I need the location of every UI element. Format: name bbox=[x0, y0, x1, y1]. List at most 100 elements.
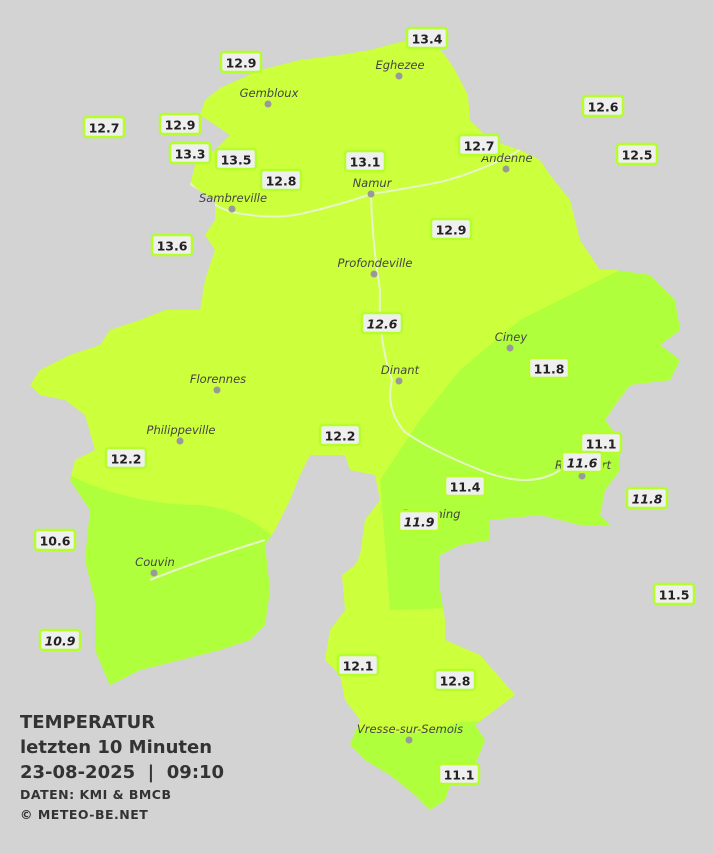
station-value: 10.6 bbox=[40, 534, 71, 549]
city-dot bbox=[264, 100, 272, 108]
station: 12.1 bbox=[336, 653, 380, 677]
station: 12.9 bbox=[429, 217, 473, 241]
city-dot bbox=[502, 165, 510, 173]
station: 11.1 bbox=[437, 762, 481, 786]
station-value: 12.7 bbox=[464, 139, 495, 154]
station-box bbox=[343, 149, 387, 173]
city-dot bbox=[395, 377, 403, 385]
station: 12.2 bbox=[104, 446, 148, 470]
station-value: 13.5 bbox=[221, 153, 252, 168]
station-value: 11.4 bbox=[450, 480, 481, 495]
city-dot bbox=[395, 72, 403, 80]
station-value: 12.8 bbox=[440, 674, 471, 689]
city-label: Couvin bbox=[135, 555, 175, 569]
station-value: 11.8 bbox=[534, 362, 565, 377]
station-value: 13.6 bbox=[157, 239, 188, 254]
city-label: Ciney bbox=[495, 330, 528, 344]
station: 12.5 bbox=[615, 142, 659, 166]
city-dot bbox=[176, 437, 184, 445]
station: 11.9 bbox=[397, 509, 441, 533]
station-value: 11.5 bbox=[659, 588, 690, 603]
station-value: 11.9 bbox=[404, 515, 435, 530]
city-dot bbox=[367, 190, 375, 198]
station-value: 11.8 bbox=[632, 492, 663, 507]
station: 12.6 bbox=[360, 311, 404, 335]
station-box bbox=[397, 509, 441, 533]
station-box bbox=[457, 133, 501, 157]
city-dot bbox=[578, 472, 586, 480]
legend: TEMPERATUR letzten 10 Minuten 23-08-2025… bbox=[20, 710, 224, 825]
station: 10.9 bbox=[38, 628, 82, 652]
rivers bbox=[149, 149, 561, 581]
station: 12.8 bbox=[259, 168, 303, 192]
station-box bbox=[214, 147, 258, 171]
station-value: 12.5 bbox=[622, 148, 653, 163]
legend-source: DATEN: KMI & BMCB bbox=[20, 787, 172, 802]
station: 13.3 bbox=[168, 141, 212, 165]
station-box bbox=[219, 50, 263, 74]
city-label: Namur bbox=[353, 176, 393, 190]
station-value: 10.9 bbox=[45, 634, 76, 649]
legend-title: TEMPERATUR bbox=[20, 712, 156, 733]
station-box bbox=[318, 423, 362, 447]
city-dot bbox=[213, 386, 221, 394]
station-box bbox=[360, 311, 404, 335]
station: 11.4 bbox=[443, 474, 487, 498]
city-label: Profondeville bbox=[338, 256, 413, 270]
station-value: 11.1 bbox=[444, 768, 475, 783]
station: 12.7 bbox=[457, 133, 501, 157]
station: 12.9 bbox=[158, 112, 202, 136]
station-value: 12.2 bbox=[325, 429, 356, 444]
station-value: 12.1 bbox=[343, 659, 374, 674]
station-box bbox=[560, 450, 604, 474]
station: 13.4 bbox=[405, 26, 449, 50]
station-box bbox=[527, 356, 571, 380]
city-label: Sambreville bbox=[199, 191, 267, 205]
station-box bbox=[259, 168, 303, 192]
station: 12.2 bbox=[318, 423, 362, 447]
city-dot bbox=[150, 569, 158, 577]
legend-timestamp: 23-08-2025 | 09:10 bbox=[20, 762, 225, 783]
station-box bbox=[581, 94, 625, 118]
station: 11.6 bbox=[560, 450, 604, 474]
station: 12.7 bbox=[82, 115, 126, 139]
city-label: Philippeville bbox=[147, 423, 216, 437]
station-value: 12.7 bbox=[89, 121, 120, 136]
station-value: 12.2 bbox=[111, 452, 142, 467]
station-box bbox=[38, 628, 82, 652]
city-label: Gembloux bbox=[240, 86, 299, 100]
station-value: 13.3 bbox=[175, 147, 206, 162]
city-label: Vresse-sur-Semois bbox=[357, 722, 463, 736]
station: 11.8 bbox=[527, 356, 571, 380]
station-value: 12.9 bbox=[436, 223, 467, 238]
station-box bbox=[615, 142, 659, 166]
station-box bbox=[433, 668, 477, 692]
station: 12.9 bbox=[219, 50, 263, 74]
station: 13.6 bbox=[150, 233, 194, 257]
station-value: 13.4 bbox=[412, 32, 443, 47]
station: 12.6 bbox=[581, 94, 625, 118]
station: 12.8 bbox=[433, 668, 477, 692]
station: 10.6 bbox=[33, 528, 77, 552]
station-box bbox=[158, 112, 202, 136]
station-box bbox=[443, 474, 487, 498]
station-value: 12.6 bbox=[367, 317, 398, 332]
station-value: 11.1 bbox=[586, 437, 617, 452]
station: 11.8 bbox=[625, 486, 669, 510]
city-dot bbox=[228, 205, 236, 213]
station: 11.1 bbox=[579, 431, 623, 455]
station-box bbox=[429, 217, 473, 241]
station-box bbox=[652, 582, 696, 606]
station-value: 12.9 bbox=[226, 56, 257, 71]
station-value: 11.6 bbox=[567, 456, 598, 471]
station-box bbox=[82, 115, 126, 139]
station-box bbox=[625, 486, 669, 510]
station-box bbox=[33, 528, 77, 552]
legend-period: letzten 10 Minuten bbox=[20, 737, 213, 758]
station-box bbox=[336, 653, 380, 677]
station-value: 12.8 bbox=[266, 174, 297, 189]
city-dot bbox=[506, 344, 514, 352]
station-box bbox=[437, 762, 481, 786]
